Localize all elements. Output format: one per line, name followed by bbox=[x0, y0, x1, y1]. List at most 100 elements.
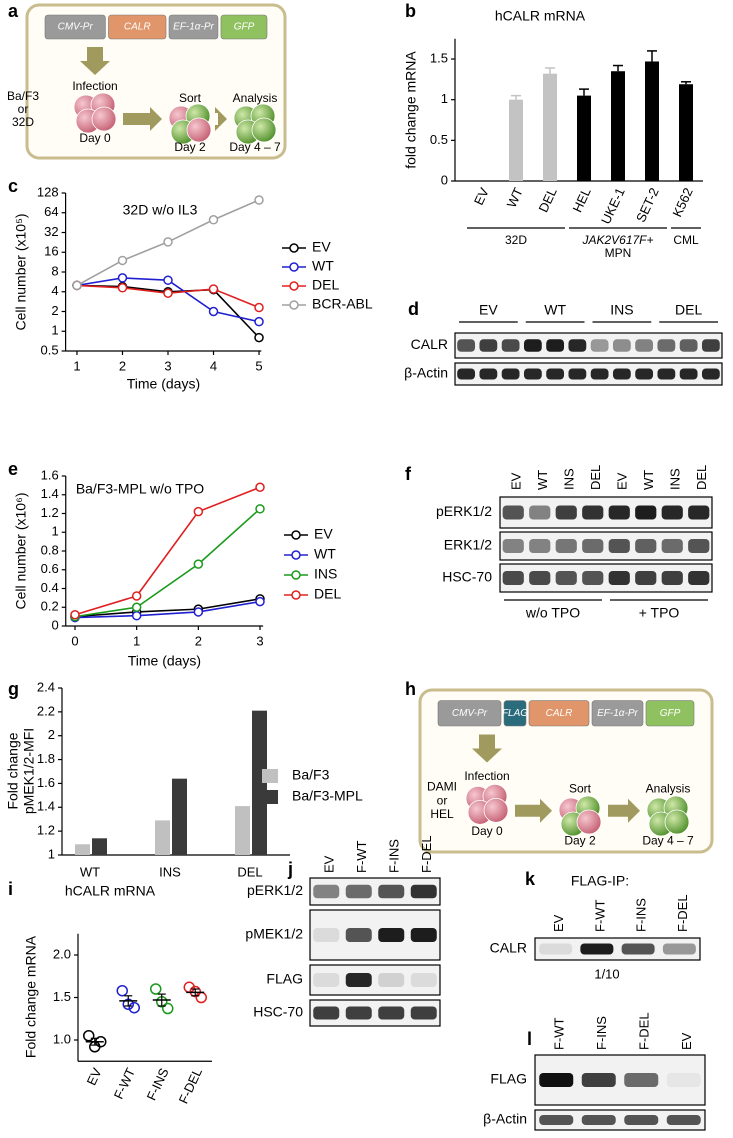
band bbox=[624, 1115, 659, 1125]
band bbox=[313, 928, 340, 942]
group-label: 32D bbox=[505, 233, 527, 247]
point bbox=[254, 195, 264, 205]
legend-marker bbox=[289, 262, 299, 272]
y-tick-label: 0.5 bbox=[41, 342, 59, 357]
band bbox=[546, 368, 565, 380]
band bbox=[582, 539, 604, 553]
group-label: EV bbox=[479, 302, 498, 318]
bar bbox=[92, 838, 107, 855]
step-label: Sort bbox=[179, 91, 202, 105]
chart-title: Ba/F3-MPL w/o TPO bbox=[76, 481, 204, 497]
band bbox=[479, 368, 498, 380]
lane-label: DEL bbox=[588, 465, 603, 490]
x-tick-label: 2 bbox=[195, 633, 202, 648]
x-tick-label: 5 bbox=[255, 358, 262, 373]
lane-label: F-WT bbox=[354, 840, 369, 873]
step-day: Day 4 – 7 bbox=[229, 140, 281, 154]
band bbox=[635, 368, 654, 380]
band bbox=[608, 505, 630, 520]
step-label: Analysis bbox=[646, 782, 691, 796]
band bbox=[688, 505, 710, 520]
cell bbox=[483, 797, 509, 823]
band bbox=[410, 1006, 437, 1020]
blot-strip bbox=[534, 1109, 706, 1131]
y-tick-label: 16 bbox=[44, 244, 58, 259]
y-tick-label: 32 bbox=[44, 224, 58, 239]
row-label: ERK1/2 bbox=[444, 537, 492, 553]
band bbox=[581, 1073, 616, 1087]
point bbox=[254, 316, 264, 327]
y-tick-label: 1.4 bbox=[37, 799, 55, 814]
source-label: or bbox=[437, 793, 448, 807]
legend-marker bbox=[291, 590, 301, 600]
arrow-down bbox=[80, 47, 110, 75]
point bbox=[128, 1001, 140, 1014]
band bbox=[345, 1006, 372, 1020]
blot-note: 1/10 bbox=[594, 966, 619, 981]
construct-label: CMV-Pr bbox=[58, 22, 94, 33]
step-day: Day 2 bbox=[174, 140, 206, 154]
band bbox=[624, 1073, 659, 1087]
band bbox=[581, 1115, 616, 1125]
line bbox=[74, 600, 261, 619]
band bbox=[590, 368, 609, 380]
construct-label: CALR bbox=[546, 708, 573, 719]
bar bbox=[172, 778, 187, 855]
legend-marker bbox=[291, 570, 301, 580]
point bbox=[72, 280, 82, 291]
band bbox=[539, 1073, 574, 1087]
arrow-right bbox=[215, 107, 227, 131]
lane-label: EV bbox=[322, 855, 337, 873]
lane-label: DEL bbox=[694, 465, 709, 490]
point bbox=[255, 596, 265, 607]
x-tick-label: 1 bbox=[73, 358, 80, 373]
legend-marker bbox=[289, 281, 299, 291]
row-label: pERK1/2 bbox=[436, 503, 492, 519]
y-axis-label: Cell number (x10⁶) bbox=[13, 492, 29, 609]
group-label: w/o TPO bbox=[525, 605, 580, 621]
point bbox=[70, 610, 80, 620]
panel-letter: k bbox=[525, 869, 536, 889]
group-label: DEL bbox=[675, 302, 702, 318]
band bbox=[657, 339, 676, 352]
legend-label: EV bbox=[314, 526, 333, 542]
line bbox=[74, 508, 261, 618]
bar bbox=[577, 95, 591, 181]
band bbox=[313, 884, 340, 899]
lane-label: F-DEL bbox=[419, 835, 434, 873]
y-tick-label: 1 bbox=[441, 91, 448, 106]
construct bbox=[220, 14, 268, 40]
source-label: HEL bbox=[430, 807, 454, 821]
band bbox=[679, 339, 698, 352]
step-label: Sort bbox=[569, 782, 592, 796]
band bbox=[580, 943, 614, 955]
band bbox=[661, 505, 683, 520]
lane-label: INS bbox=[562, 468, 577, 490]
point bbox=[131, 591, 142, 601]
band bbox=[701, 368, 720, 380]
cell bbox=[664, 809, 690, 835]
y-tick-label: 1.4 bbox=[41, 486, 59, 501]
x-tick-label: 3 bbox=[256, 633, 263, 648]
x-tick-label: 1 bbox=[133, 633, 140, 648]
y-tick-label: 1.5 bbox=[53, 989, 71, 1004]
band bbox=[523, 339, 542, 352]
band bbox=[378, 973, 405, 987]
band bbox=[679, 368, 698, 380]
step-label: Infection bbox=[464, 769, 509, 783]
legend-marker bbox=[289, 243, 299, 253]
x-tick-label: DEL bbox=[536, 185, 560, 214]
y-tick-label: 128 bbox=[37, 184, 59, 199]
construct bbox=[528, 700, 590, 727]
row-label: FLAG bbox=[266, 971, 303, 987]
lane-label: WT bbox=[535, 470, 550, 490]
panel-letter: a bbox=[8, 1, 19, 21]
x-tick-label: F-INS bbox=[144, 1065, 172, 1102]
point bbox=[131, 602, 142, 612]
bar bbox=[75, 844, 90, 855]
group-label: CML bbox=[673, 233, 699, 247]
band bbox=[457, 368, 476, 380]
y-tick-label: 8 bbox=[51, 263, 58, 278]
band bbox=[635, 339, 654, 352]
construct-label: EF-1α-Pr bbox=[173, 22, 214, 33]
